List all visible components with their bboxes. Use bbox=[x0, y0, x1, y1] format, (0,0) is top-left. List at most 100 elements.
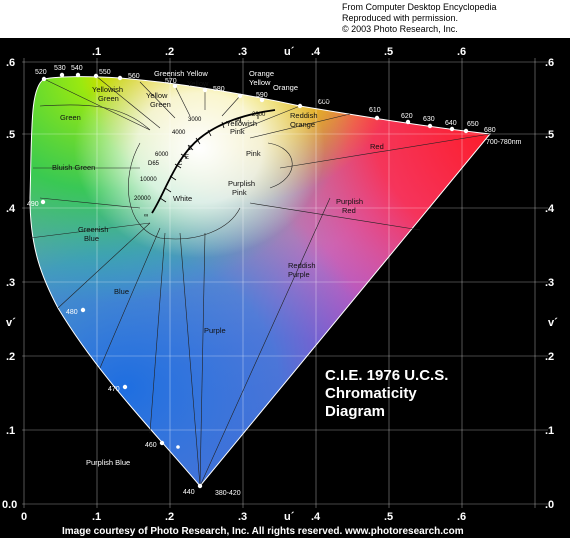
u-tick-label: .3 bbox=[238, 46, 247, 58]
region-yellowish-pink: Yellowish bbox=[226, 119, 257, 128]
wavelength-label: 630 bbox=[423, 116, 435, 123]
u-tick-label: .4 bbox=[311, 511, 321, 523]
u-tick-label: .1 bbox=[92, 46, 101, 58]
u-axis-label: u´ bbox=[284, 46, 295, 58]
region-purplish-pink: Purplish bbox=[228, 179, 255, 188]
image-courtesy-footer: Image courtesy of Photo Research, Inc. A… bbox=[62, 526, 464, 537]
temperature-label: 20000 bbox=[134, 196, 151, 202]
region-reddish-purple: Purple bbox=[288, 270, 310, 279]
diagram-title: C.I.E. 1976 U.C.S. Chromaticity Diagram bbox=[325, 367, 448, 420]
credit-line-3: © 2003 Photo Research, Inc. bbox=[342, 24, 458, 34]
region-orange-yellow: Yellow bbox=[249, 78, 271, 87]
temperature-label: 6000 bbox=[155, 152, 169, 158]
copyright-credit: From Computer Desktop Encyclopedia Repro… bbox=[342, 2, 542, 35]
region-orange-yellow: Orange bbox=[249, 69, 274, 78]
v-tick-label: .3 bbox=[545, 277, 554, 289]
region-white: White bbox=[173, 194, 192, 203]
u-tick-label: .3 bbox=[238, 511, 247, 523]
u-tick-label: .1 bbox=[92, 511, 101, 523]
wavelength-label: 580 bbox=[213, 86, 225, 93]
title-line-2: Chromaticity bbox=[325, 385, 417, 402]
v-tick-label: .3 bbox=[6, 277, 15, 289]
v-tick-label: .4 bbox=[545, 203, 555, 215]
wavelength-label: 540 bbox=[71, 65, 83, 72]
title-line-3: Diagram bbox=[325, 403, 385, 420]
wavelength-label: 590 bbox=[256, 92, 268, 99]
region-greenish-blue: Greenish bbox=[78, 225, 108, 234]
region-yellow-green: Yellow bbox=[146, 91, 168, 100]
u-tick-label: .6 bbox=[457, 511, 466, 523]
credit-line-1: From Computer Desktop Encyclopedia bbox=[342, 2, 497, 12]
v-axis-left: .6 .5 .4 .3 v´ .2 .1 0.0 bbox=[2, 57, 17, 511]
region-pink: Pink bbox=[246, 149, 261, 158]
wavelength-label: 490 bbox=[27, 201, 39, 208]
region-reddish-orange: Orange bbox=[290, 120, 315, 129]
title-line-1: C.I.E. 1976 U.C.S. bbox=[325, 367, 448, 384]
v-tick-label: .1 bbox=[545, 425, 554, 437]
wavelength-label: 650 bbox=[467, 121, 479, 128]
region-reddish-orange: Reddish bbox=[290, 111, 318, 120]
v-tick-label: .6 bbox=[6, 57, 15, 69]
wavelength-points bbox=[40, 72, 469, 489]
region-orange: Orange bbox=[273, 83, 298, 92]
region-green: Green bbox=[60, 113, 81, 122]
region-purplish-red: Purplish bbox=[336, 197, 363, 206]
u-tick-label: .5 bbox=[384, 511, 393, 523]
v-tick-label: .2 bbox=[6, 351, 15, 363]
region-greenish-yellow: Greenish Yellow bbox=[154, 69, 208, 78]
wavelength-label: 620 bbox=[401, 113, 413, 120]
u-tick-label: .2 bbox=[165, 46, 174, 58]
temperature-label: D65 bbox=[148, 161, 160, 167]
wavelength-label: 480 bbox=[66, 309, 78, 316]
wavelength-label: 460 bbox=[145, 442, 157, 449]
wavelength-label: 550 bbox=[99, 69, 111, 76]
source-label: A bbox=[236, 118, 240, 124]
region-yellowish-green: Green bbox=[98, 94, 119, 103]
grid bbox=[22, 58, 548, 508]
wavelength-label: 560 bbox=[128, 73, 140, 80]
temperature-label: 2000 bbox=[252, 112, 266, 118]
region-yellowish-pink: Pink bbox=[230, 127, 245, 136]
u-axis-label: u´ bbox=[284, 511, 295, 523]
region-yellow-green: Green bbox=[150, 100, 171, 109]
region-labels: Yellowish Green Greenish Yellow Yellow G… bbox=[52, 69, 384, 467]
temperature-label: 4000 bbox=[172, 130, 186, 136]
wavelength-label: 610 bbox=[369, 107, 381, 114]
wavelength-label: 640 bbox=[445, 120, 457, 127]
v-tick-label: .6 bbox=[545, 57, 554, 69]
region-purplish-blue: Purplish Blue bbox=[86, 458, 130, 467]
wavelength-label: 570 bbox=[165, 78, 177, 85]
v-tick-label: .5 bbox=[545, 129, 554, 141]
v-tick-label: .4 bbox=[6, 203, 16, 215]
v-axis-label: v´ bbox=[548, 317, 558, 329]
region-red: Red bbox=[370, 142, 384, 151]
source-label: C bbox=[178, 161, 183, 167]
v-tick-label: .5 bbox=[6, 129, 15, 141]
u-axis-bottom: 0 .1 .2 .3 u´ .4 .5 .6 bbox=[21, 511, 466, 523]
wavelength-labels: 520 530 540 550 560 570 580 590 600 610 … bbox=[27, 65, 522, 497]
v-tick-label: .1 bbox=[6, 425, 15, 437]
u-tick-label: .5 bbox=[384, 46, 393, 58]
v-tick-label: .0 bbox=[545, 499, 554, 511]
source-label: B bbox=[188, 146, 192, 152]
region-yellowish-green: Yellowish bbox=[92, 85, 123, 94]
region-bluish-green: Bluish Green bbox=[52, 163, 95, 172]
planckian-locus bbox=[151, 109, 276, 214]
source-label: E bbox=[185, 155, 189, 161]
temperature-label: 1500 bbox=[319, 98, 333, 104]
region-reddish-purple: Reddish bbox=[288, 261, 316, 270]
color-temperature-labels: 1500 1500 2000 3000 4000 6000 D65 10000 … bbox=[134, 98, 333, 219]
region-purple: Purple bbox=[204, 326, 226, 335]
region-blue: Blue bbox=[114, 287, 129, 296]
temperature-label: 10000 bbox=[140, 177, 157, 183]
region-purplish-red: Red bbox=[342, 206, 356, 215]
wavelength-label: 700-780nm bbox=[486, 139, 522, 146]
chromaticity-diagram: .1 .2 .3 u´ .4 .5 .6 0 .1 .2 .3 u´ .4 .5… bbox=[2, 46, 558, 537]
temperature-label: ∞ bbox=[144, 213, 148, 219]
u-tick-label: .2 bbox=[165, 511, 174, 523]
v-axis-label: v´ bbox=[6, 317, 16, 329]
region-purplish-pink: Pink bbox=[232, 188, 247, 197]
wavelength-label: 680 bbox=[484, 127, 496, 134]
u-axis-top: .1 .2 .3 u´ .4 .5 .6 bbox=[92, 46, 466, 58]
v-axis-right: .6 .5 .4 .3 v´ .2 .1 .0 bbox=[545, 57, 558, 511]
